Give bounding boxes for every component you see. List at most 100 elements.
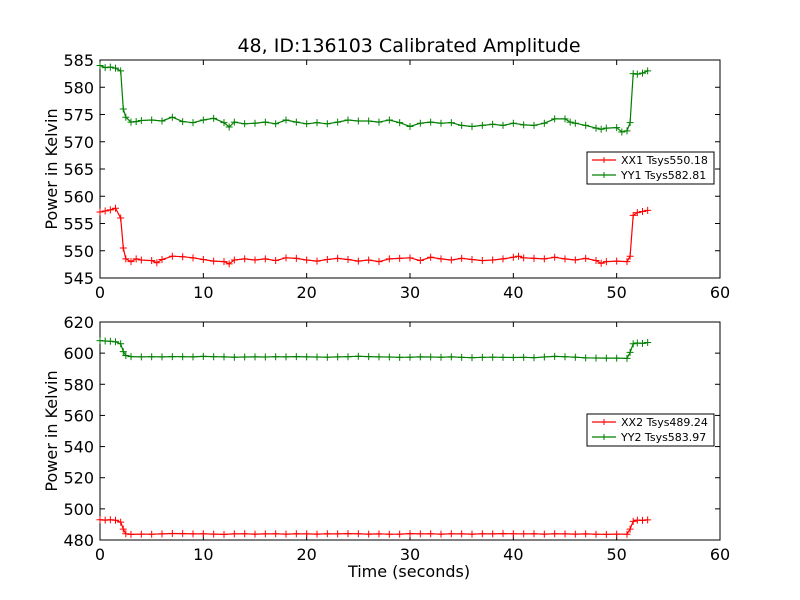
data-point (633, 70, 641, 78)
data-point (344, 353, 352, 361)
data-point (127, 118, 135, 126)
y-tick-label: 570 (63, 133, 94, 152)
data-point (365, 117, 373, 125)
legend-box (586, 151, 715, 185)
data-point (220, 258, 228, 266)
data-point (282, 254, 290, 262)
data-point (323, 120, 331, 128)
data-point (230, 530, 238, 538)
data-point (520, 121, 528, 129)
data-point (261, 118, 269, 126)
data-point (458, 530, 466, 538)
data-point (515, 252, 522, 260)
data-point (179, 253, 187, 261)
legend-marker (601, 434, 607, 440)
data-point (261, 353, 269, 361)
bottom-panel: 0 10 20 30 40 50 60 480 500 520 540 560 580 600 620 Pow… (42, 313, 730, 564)
data-point (623, 354, 631, 362)
data-point (153, 259, 161, 267)
data-point (468, 530, 476, 538)
x-axis-label: Time (seconds) (347, 562, 470, 581)
series-1 (96, 204, 652, 268)
data-point (375, 530, 383, 538)
data-point (623, 258, 631, 266)
data-point (602, 124, 610, 132)
data-point (344, 255, 352, 263)
data-point (225, 123, 233, 131)
data-point (241, 353, 249, 361)
data-point (272, 353, 280, 361)
data-point (385, 116, 393, 124)
data-point (101, 207, 109, 215)
data-point (106, 206, 114, 214)
y-tick-label: 500 (63, 500, 94, 519)
data-point (292, 353, 300, 361)
data-point (530, 354, 538, 362)
x-tick-label: 20 (296, 283, 316, 302)
data-point (365, 530, 373, 538)
data-point (561, 115, 569, 123)
data-point (509, 354, 517, 362)
data-point (210, 353, 218, 361)
data-point (189, 353, 197, 361)
data-point (396, 254, 404, 262)
data-point (199, 255, 207, 263)
legend-label: YY2 Tsys583.97 (620, 431, 706, 444)
data-point (122, 351, 130, 359)
data-point (96, 208, 104, 216)
data-point (210, 114, 218, 122)
data-point (354, 257, 362, 265)
data-point (613, 257, 621, 265)
data-point (137, 353, 145, 361)
data-point (582, 354, 590, 362)
data-point (618, 128, 626, 136)
legend-marker (601, 172, 607, 178)
data-point (478, 530, 486, 538)
data-point (592, 124, 600, 132)
data-point (117, 340, 125, 348)
data-point (406, 530, 414, 538)
data-point (437, 119, 445, 127)
data-point (489, 120, 497, 128)
data-point (551, 115, 559, 123)
data-point (112, 64, 119, 72)
data-point (509, 119, 517, 127)
data-point (520, 530, 528, 538)
data-point (251, 353, 259, 361)
data-point (592, 530, 600, 538)
data-point (272, 120, 280, 128)
data-point (119, 105, 127, 113)
data-point (137, 116, 145, 124)
data-point (148, 530, 156, 538)
data-point (447, 119, 455, 127)
data-point (427, 118, 435, 126)
data-point (112, 338, 119, 346)
data-point (478, 257, 486, 265)
data-point (122, 530, 130, 538)
data-point (629, 70, 637, 78)
data-point (119, 348, 127, 356)
top-panel: 0 10 20 30 40 50 60 545 550 555 560 565 570 575 580 585… (42, 51, 730, 302)
data-point (499, 255, 507, 263)
data-point (241, 120, 249, 128)
data-point (499, 530, 507, 538)
data-point (644, 67, 652, 75)
data-point (582, 530, 590, 538)
data-point (478, 121, 486, 129)
y-tick-label: 540 (63, 438, 94, 457)
data-point (132, 255, 140, 263)
data-point (365, 353, 373, 361)
data-point (344, 116, 352, 124)
data-point (158, 353, 166, 361)
data-point (251, 119, 259, 127)
y-tick-label: 520 (63, 469, 94, 488)
data-point (122, 255, 130, 263)
data-point (354, 117, 362, 125)
data-point (530, 530, 538, 538)
data-point (582, 254, 590, 262)
data-point (427, 253, 435, 261)
data-point (313, 530, 321, 538)
data-point (96, 61, 104, 69)
data-point (623, 127, 631, 135)
